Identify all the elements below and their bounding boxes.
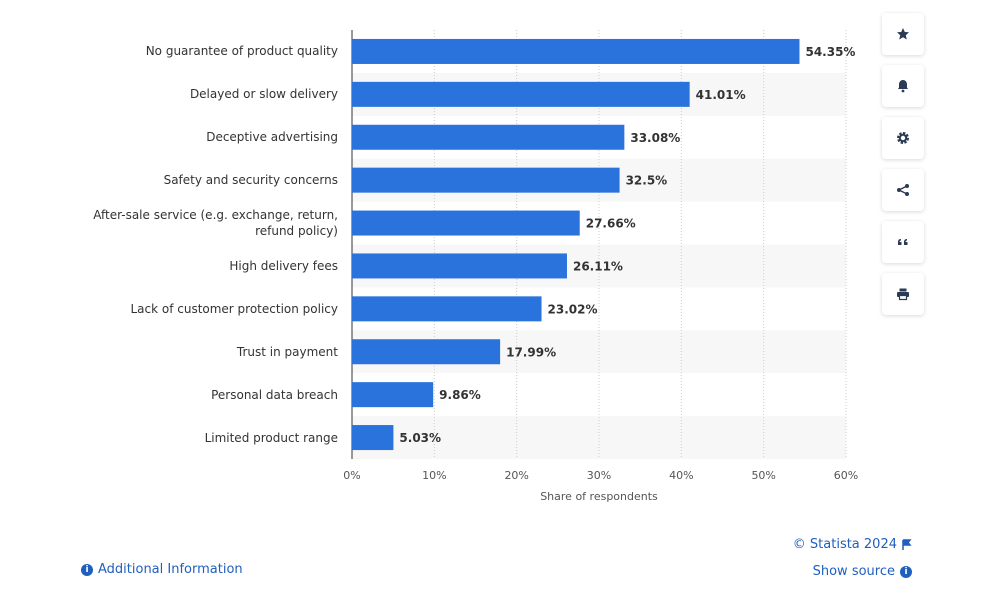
category-label: High delivery fees — [229, 258, 338, 273]
bar — [352, 38, 800, 64]
x-tick-label: 50% — [751, 469, 775, 482]
value-label: 32.5% — [626, 174, 668, 188]
x-tick-label: 30% — [587, 469, 611, 482]
x-tick-label: 10% — [422, 469, 446, 482]
category-label: Deceptive advertising — [206, 130, 338, 145]
value-label: 54.35% — [805, 45, 855, 59]
category-label: Safety and security concerns — [163, 173, 338, 188]
gear-icon — [897, 132, 909, 144]
value-label: 41.01% — [696, 88, 746, 102]
category-label: Trust in payment — [236, 344, 338, 359]
bar — [352, 425, 394, 451]
x-tick-label: 20% — [504, 469, 528, 482]
value-label: 9.86% — [439, 388, 481, 402]
bar — [352, 253, 567, 279]
bar — [352, 339, 501, 365]
category-label: After-sale service (e.g. exchange, retur… — [93, 208, 338, 239]
copyright-text: © Statista 2024 — [792, 537, 897, 552]
print-icon — [897, 288, 909, 301]
value-label: 5.03% — [399, 431, 441, 445]
star-icon — [897, 28, 909, 40]
copyright[interactable]: © Statista 2024 — [793, 537, 912, 552]
value-label: 17.99% — [506, 345, 556, 359]
bar — [352, 167, 620, 193]
show-source[interactable]: Show source i — [813, 564, 912, 579]
x-tick-label: 40% — [669, 469, 693, 482]
additional-information-text: Additional Information — [98, 562, 243, 577]
info-icon: i — [900, 565, 912, 578]
category-label: No guarantee of product quality — [145, 44, 338, 59]
flag-icon — [902, 538, 912, 550]
value-label: 23.02% — [548, 302, 598, 316]
bar — [352, 382, 434, 408]
category-label: Delayed or slow delivery — [189, 87, 338, 102]
value-label: 26.11% — [573, 259, 623, 273]
share-button[interactable] — [882, 169, 924, 211]
share-icon — [897, 184, 909, 196]
favorite-button[interactable] — [882, 13, 924, 55]
category-label: Limited product range — [204, 430, 338, 445]
quote-icon — [898, 239, 908, 245]
value-label: 33.08% — [630, 131, 680, 145]
additional-information[interactable]: i Additional Information — [81, 562, 243, 577]
bar — [352, 296, 542, 322]
x-tick-label: 0% — [343, 469, 360, 482]
x-axis-title: Share of respondents — [540, 490, 658, 503]
info-icon: i — [81, 563, 93, 576]
print-button[interactable] — [882, 273, 924, 315]
settings-button[interactable] — [882, 117, 924, 159]
category-label: Personal data breach — [211, 387, 338, 402]
notification-button[interactable] — [882, 65, 924, 107]
show-source-text: Show source — [812, 564, 895, 579]
bar — [352, 124, 625, 150]
value-label: 27.66% — [586, 217, 636, 231]
cite-button[interactable] — [882, 221, 924, 263]
category-label: Lack of customer protection policy — [130, 301, 338, 316]
bar — [352, 81, 690, 107]
x-tick-label: 60% — [834, 469, 858, 482]
bell-icon — [898, 80, 908, 93]
bar — [352, 210, 580, 236]
